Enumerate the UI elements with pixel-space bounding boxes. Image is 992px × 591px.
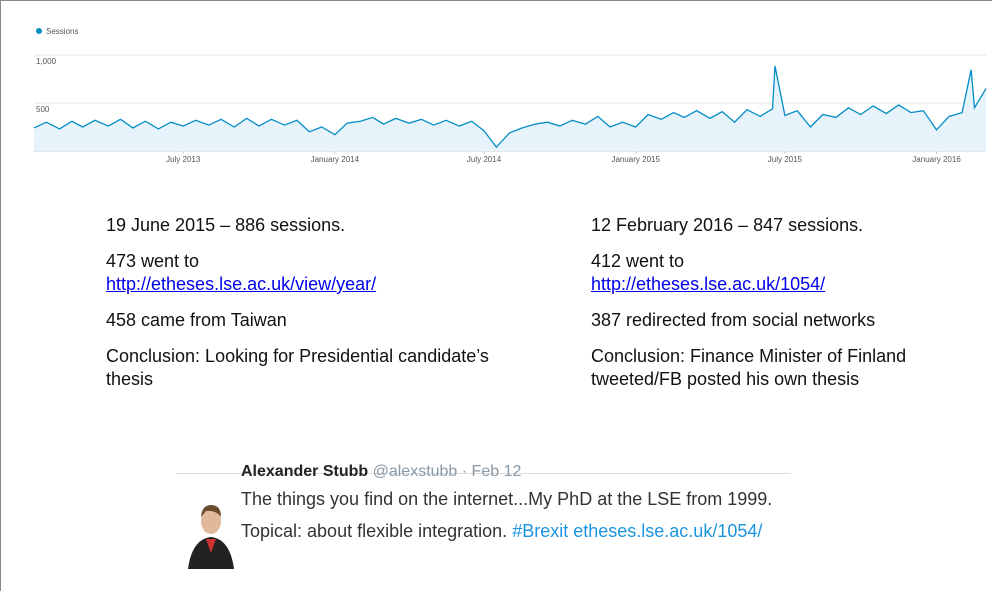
- left-notes: 19 June 2015 – 886 sessions. 473 went to…: [106, 214, 506, 404]
- x-tick-label: January 2015: [611, 155, 660, 164]
- x-tick-label: July 2013: [166, 155, 201, 164]
- text: Conclusion: Looking for Presidential can…: [106, 346, 489, 389]
- y-tick-label: 500: [36, 105, 50, 114]
- text: 412 went to: [591, 251, 685, 271]
- url[interactable]: etheses.lse.ac.uk/1054/: [573, 521, 763, 541]
- legend-dot: [36, 28, 42, 34]
- x-tick-label: January 2014: [311, 155, 360, 164]
- text: 12 February 2016 – 847 sessions.: [591, 215, 864, 235]
- hashtag[interactable]: #Brexit: [512, 521, 569, 541]
- text: 19 June 2015 – 886 sessions.: [106, 215, 346, 235]
- x-tick-label: July 2015: [768, 155, 803, 164]
- avatar: [186, 489, 236, 569]
- divider: [176, 473, 791, 474]
- right-notes: 12 February 2016 – 847 sessions. 412 wen…: [591, 214, 976, 404]
- tweet-header: Alexander Stubb @alexstubb · Feb 12: [241, 463, 521, 481]
- legend-label: Sessions: [46, 27, 78, 36]
- link[interactable]: http://etheses.lse.ac.uk/1054/: [591, 274, 826, 294]
- tweet-text: Topical: about flexible integration. #Br…: [241, 521, 762, 542]
- y-tick-label: 1,000: [36, 57, 57, 66]
- area: [34, 65, 986, 151]
- x-tick-label: July 2014: [467, 155, 502, 164]
- text: 458 came from Taiwan: [106, 310, 287, 330]
- text: 387 redirected from social networks: [591, 310, 876, 330]
- handle: @alexstubb · Feb 12: [372, 463, 522, 480]
- x-tick-label: January 2016: [912, 155, 961, 164]
- line: [33, 65, 987, 149]
- link[interactable]: http://etheses.lse.ac.uk/view/year/: [106, 274, 377, 294]
- chart: Sessions 1,000 500 July 2013 January 2014 Ju…: [33, 27, 987, 164]
- tweet-text: The things you find on the internet...My…: [241, 489, 773, 509]
- text: Topical: about flexible integration.: [241, 521, 508, 541]
- author: Alexander Stubb: [241, 463, 369, 480]
- text: 473 went to: [106, 251, 200, 271]
- text: Conclusion: Finance Minister of Finland …: [591, 346, 907, 389]
